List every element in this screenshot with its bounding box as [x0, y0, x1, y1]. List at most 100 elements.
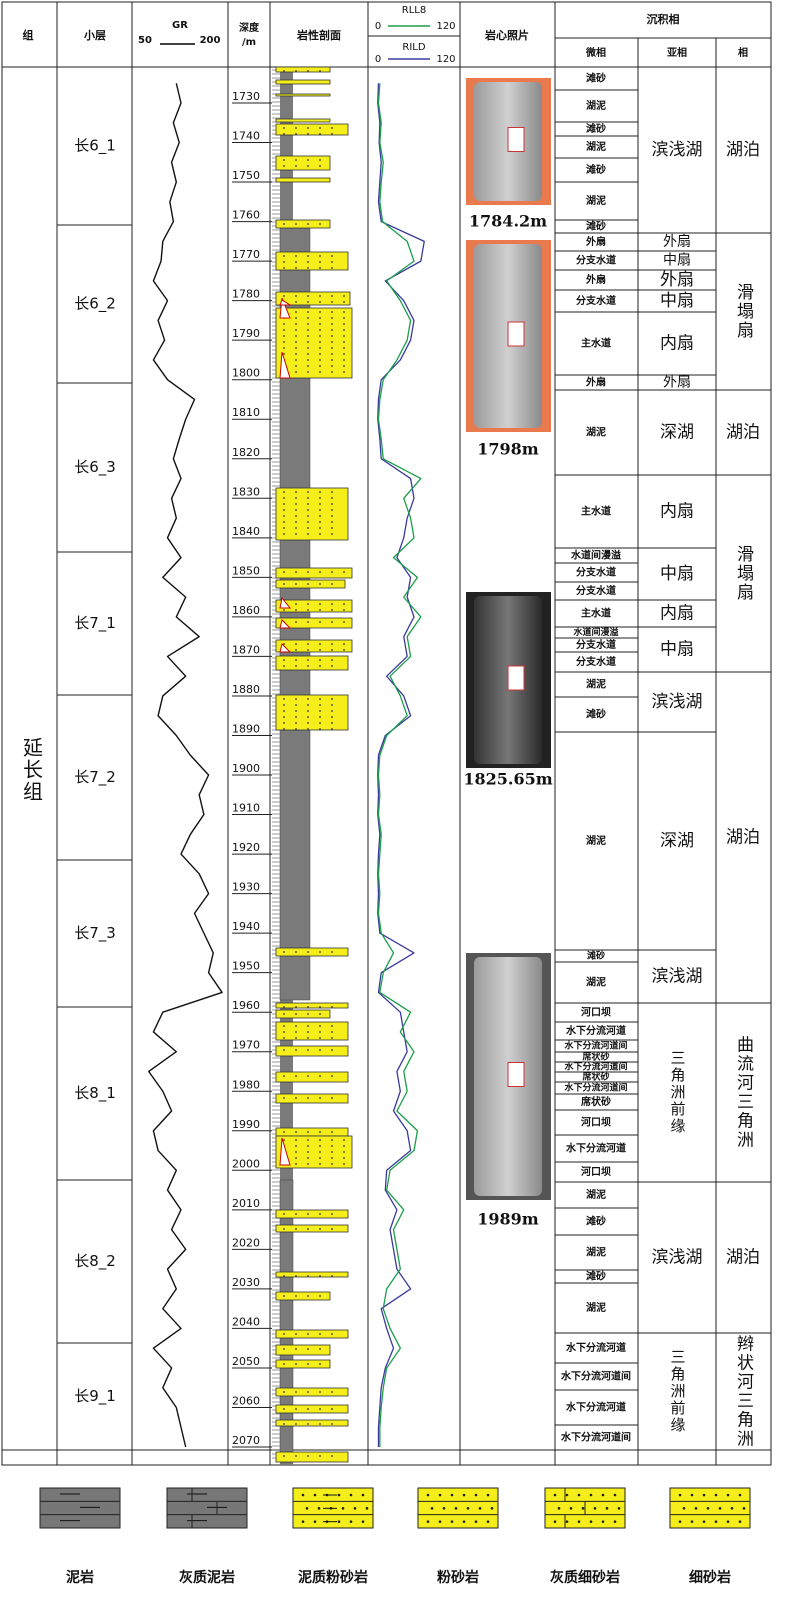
sand-dot — [307, 1333, 309, 1335]
sand-dot — [343, 1151, 345, 1153]
sand-dot — [283, 1213, 285, 1215]
sand-dot — [307, 643, 309, 645]
sand-dot — [319, 603, 321, 605]
legend-dot — [589, 1493, 593, 1497]
sand-dot — [319, 722, 321, 724]
sand-dot — [331, 127, 333, 129]
depth-tick-label: 1800 — [232, 367, 260, 380]
sand-dot — [343, 323, 345, 325]
depth-tick-label: 1910 — [232, 802, 260, 815]
sand-dot — [283, 127, 285, 129]
rild-curve — [377, 83, 425, 1448]
sand-dot — [283, 509, 285, 511]
photo-scale-card — [507, 1062, 525, 1087]
sand-dot — [283, 347, 285, 349]
sand-dot — [295, 1408, 297, 1410]
facies: 湖泊 — [726, 140, 760, 160]
frame — [1, 1, 772, 1466]
sand-dot — [331, 1075, 333, 1077]
grading-symbol — [279, 299, 292, 306]
sand-dot — [295, 1006, 297, 1008]
group-name: 延长组 — [20, 737, 44, 803]
sand-dot — [283, 295, 285, 297]
sand-dot — [307, 1423, 309, 1425]
sand-dot — [295, 1348, 297, 1350]
legend-dot — [613, 1520, 617, 1523]
sand-dot — [307, 70, 309, 72]
legend-dot — [714, 1520, 718, 1523]
facies: 辫状河三角洲 — [733, 1334, 754, 1448]
header: 组 小层 GR 50 200 深度 /m 岩性剖面 RLL8 0 120 RIL… — [23, 5, 749, 65]
sand-dot — [319, 951, 321, 953]
sand-dot — [319, 1213, 321, 1215]
legend-dot — [305, 1507, 309, 1510]
legend-dot — [553, 1493, 557, 1497]
sand-dot — [295, 1363, 297, 1365]
legend-dot — [726, 1493, 730, 1497]
sand-dot — [295, 1139, 297, 1141]
micro-facies: 湖泥 — [586, 1246, 606, 1259]
depth-tick-label: 1920 — [232, 841, 260, 854]
header-layer: 小层 — [83, 28, 106, 42]
header-gr: GR — [172, 20, 188, 31]
sand-dot — [331, 353, 333, 355]
sand-dot — [331, 609, 333, 611]
facies: 滑塌扇 — [733, 283, 754, 340]
micro-facies: 主水道 — [581, 607, 611, 620]
sand-bed — [275, 79, 331, 85]
sand-dot — [307, 317, 309, 319]
header-micro: 微相 — [585, 46, 606, 59]
sand-dot — [331, 509, 333, 511]
sand-dot — [283, 665, 285, 667]
micro-facies: 湖泥 — [586, 426, 606, 439]
sand-dot — [331, 533, 333, 535]
sand-dot — [319, 1075, 321, 1077]
sub-facies: 滨浅湖 — [652, 140, 703, 160]
sand-bed — [275, 1344, 331, 1356]
sand-dot — [295, 335, 297, 337]
legend-dot — [730, 1507, 734, 1510]
sand-dot — [319, 165, 321, 167]
sand-dot — [283, 261, 285, 263]
grading-symbol — [279, 619, 292, 629]
sand-dot — [283, 710, 285, 712]
legend-dot — [581, 1507, 585, 1510]
legend-dot — [702, 1493, 706, 1497]
sand-dot — [295, 1075, 297, 1077]
legend-dot — [442, 1507, 446, 1510]
photo-scale-card — [507, 665, 525, 691]
sand-dot — [295, 301, 297, 303]
legend-dot — [474, 1493, 478, 1497]
micro-facies: 水下分流河道 — [565, 1142, 626, 1155]
sand-dot — [307, 533, 309, 535]
header-facies-title: 沉积相 — [647, 12, 680, 26]
legend-dot — [426, 1493, 430, 1497]
sand-dot — [283, 1455, 285, 1457]
sub-facies: 滨浅湖 — [652, 1248, 703, 1268]
sand-dot — [295, 329, 297, 331]
sand-dot — [307, 365, 309, 367]
sand-dot — [295, 527, 297, 529]
sand-dot — [331, 728, 333, 730]
sand-dot — [331, 659, 333, 661]
sand-dot — [319, 609, 321, 611]
sand-dot — [319, 1031, 321, 1033]
legend-dot — [593, 1507, 597, 1510]
sand-dot — [283, 515, 285, 517]
micro-facies: 水下分流河道间 — [564, 1082, 627, 1094]
sand-dot — [319, 359, 321, 361]
grading-symbol — [279, 596, 292, 609]
sand-dot — [295, 323, 297, 325]
micro-facies: 湖泥 — [586, 194, 606, 207]
sand-dot — [343, 1157, 345, 1159]
sand-dot — [331, 301, 333, 303]
legend-dot — [577, 1493, 581, 1497]
sand-dot — [319, 503, 321, 505]
sand-bed — [275, 617, 353, 629]
legend-dot — [678, 1520, 682, 1523]
sand-dot — [295, 533, 297, 535]
sand-dot — [295, 643, 297, 645]
sand-dot — [283, 527, 285, 529]
micro-facies: 湖泥 — [586, 140, 606, 153]
